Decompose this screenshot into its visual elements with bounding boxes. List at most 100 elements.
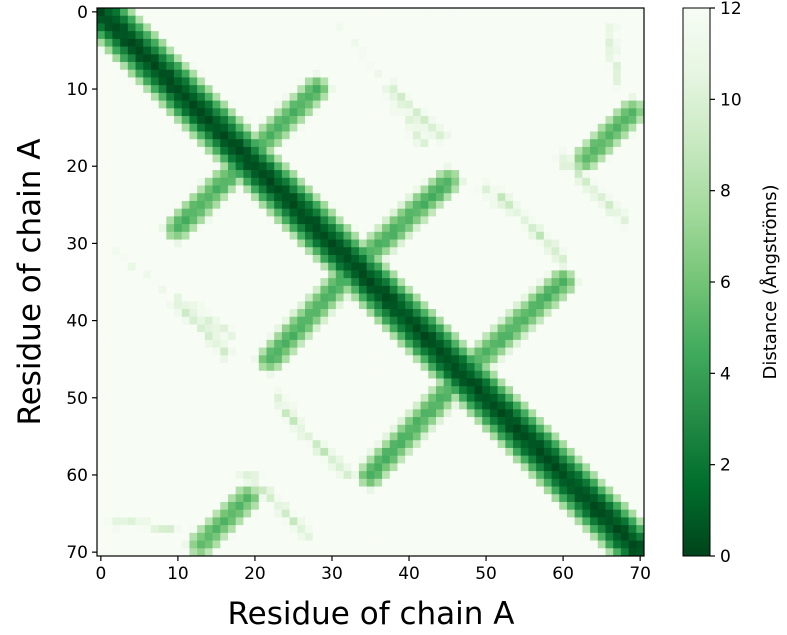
heatmap-cell [566, 355, 576, 364]
heatmap-cell [143, 548, 152, 557]
heatmap-cell [351, 339, 360, 348]
heatmap-cell [420, 146, 429, 155]
heatmap-cell [135, 185, 144, 194]
heatmap-cell [227, 386, 237, 395]
heatmap-cell [305, 100, 314, 109]
heatmap-cell [482, 409, 491, 418]
heatmap-cell [605, 123, 614, 132]
heatmap-cell [489, 278, 498, 287]
heatmap-cell [590, 440, 599, 449]
heatmap-cell [374, 432, 383, 441]
heatmap-cell [528, 409, 537, 418]
heatmap-cell [150, 486, 159, 495]
heatmap-cell [489, 208, 498, 217]
heatmap-cell [204, 154, 213, 163]
heatmap-cell [566, 116, 576, 125]
heatmap-cell [590, 262, 599, 271]
heatmap-cell [335, 247, 344, 256]
heatmap-cell [566, 486, 576, 495]
heatmap-cell [258, 170, 267, 179]
heatmap-cell [281, 254, 290, 264]
heatmap-cell [382, 262, 391, 271]
heatmap-cell [628, 486, 637, 495]
heatmap-cell [212, 494, 221, 503]
heatmap-cell [582, 31, 591, 40]
heatmap-cell [297, 517, 306, 526]
heatmap-cell [443, 123, 452, 132]
heatmap-cell [536, 92, 545, 101]
heatmap-cell [520, 347, 529, 356]
heatmap-cell [305, 92, 314, 101]
heatmap-cell [520, 85, 529, 94]
heatmap-cell [358, 146, 367, 155]
heatmap-cell [489, 324, 498, 333]
heatmap-cell [197, 471, 206, 480]
heatmap-cell [197, 532, 206, 541]
heatmap-cell [297, 316, 306, 325]
heatmap-cell [174, 509, 183, 518]
heatmap-cell [328, 239, 337, 248]
heatmap-cell [382, 224, 391, 233]
heatmap-cell [220, 247, 229, 256]
heatmap-cell [127, 463, 136, 472]
heatmap-cell [266, 100, 275, 109]
heatmap-cell [428, 139, 437, 148]
heatmap-cell [305, 216, 314, 225]
heatmap-cell [243, 208, 252, 217]
heatmap-cell [474, 455, 483, 464]
heatmap-cell [197, 31, 206, 40]
heatmap-cell [435, 146, 445, 155]
heatmap-cell [636, 131, 645, 140]
heatmap-cell [597, 424, 606, 433]
heatmap-cell [328, 85, 337, 94]
heatmap-cell [266, 393, 275, 402]
heatmap-cell [405, 339, 414, 348]
heatmap-cell [382, 309, 391, 318]
heatmap-cell [605, 339, 614, 348]
heatmap-cell [620, 23, 629, 32]
heatmap-cell [536, 409, 545, 418]
heatmap-cell [620, 278, 629, 287]
heatmap-cell [197, 177, 206, 186]
heatmap-cell [220, 231, 229, 240]
heatmap-cell [189, 525, 198, 534]
heatmap-cell [605, 393, 614, 402]
heatmap-cell [305, 146, 314, 155]
heatmap-cell [420, 409, 429, 418]
heatmap-cell [582, 278, 591, 287]
heatmap-cell [636, 162, 645, 171]
heatmap-cell [489, 532, 498, 541]
heatmap-cell [497, 324, 506, 333]
heatmap-cell [474, 494, 483, 503]
heatmap-cell [551, 409, 560, 418]
heatmap-cell [382, 231, 391, 240]
heatmap-cell [181, 432, 190, 441]
heatmap-cell [235, 154, 244, 163]
heatmap-cell [559, 285, 568, 294]
heatmap-cell [566, 440, 576, 449]
heatmap-cell [312, 77, 321, 86]
heatmap-cell [482, 38, 491, 47]
heatmap-cell [335, 200, 344, 210]
heatmap-cell [204, 440, 213, 449]
heatmap-cell [543, 170, 552, 179]
heatmap-cell [320, 139, 329, 148]
heatmap-cell [150, 224, 159, 233]
heatmap-cell [405, 216, 414, 225]
heatmap-cell [620, 363, 629, 372]
heatmap-cell [112, 146, 121, 155]
heatmap-cell [435, 278, 445, 287]
heatmap-cell [258, 440, 267, 449]
heatmap-cell [197, 363, 206, 372]
heatmap-cell [104, 254, 113, 264]
heatmap-cell [582, 15, 591, 24]
heatmap-cell [112, 455, 121, 464]
heatmap-cell [574, 239, 583, 248]
heatmap-cell [143, 8, 152, 17]
heatmap-cell [405, 62, 414, 71]
heatmap-cell [420, 162, 429, 171]
heatmap-cell [482, 185, 491, 194]
heatmap-cell [466, 100, 475, 109]
heatmap-cell [482, 177, 491, 186]
heatmap-cell [174, 170, 183, 179]
